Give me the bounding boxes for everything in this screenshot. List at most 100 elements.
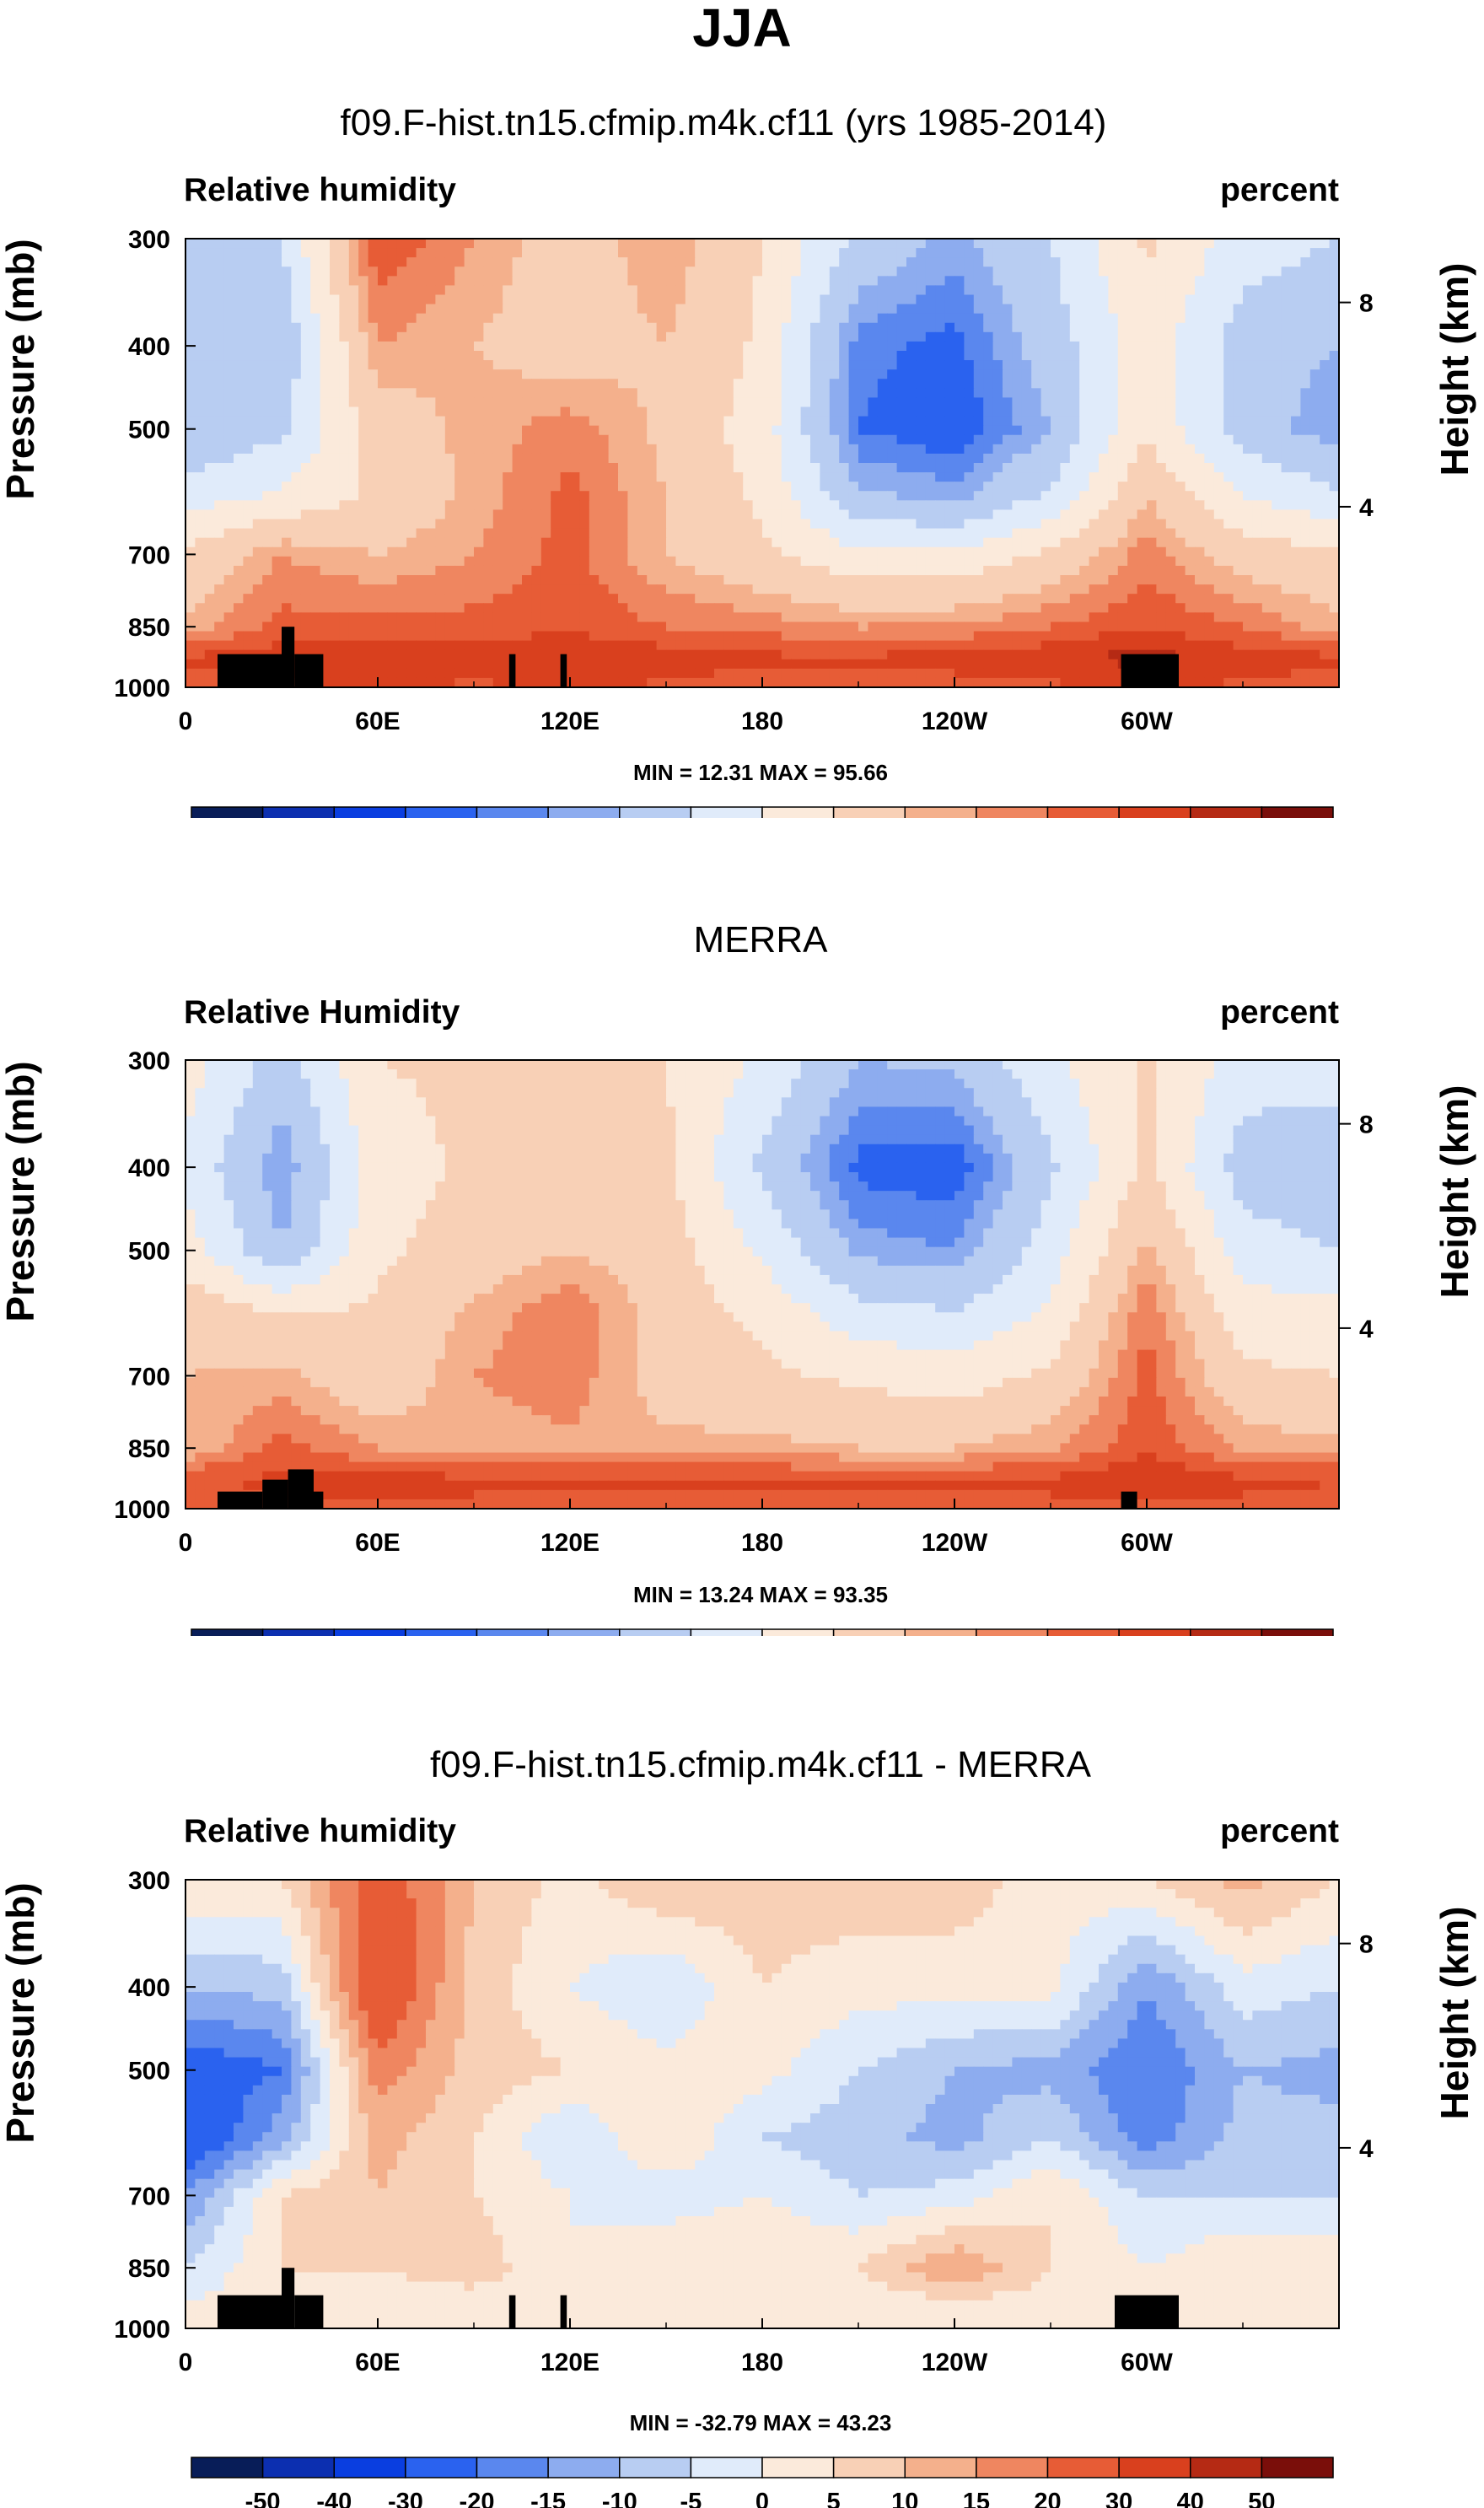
- colorbar-swatch: [333, 1628, 406, 1636]
- colorbar-swatch: [1261, 1628, 1334, 1636]
- colorbar-swatch: [1118, 806, 1191, 818]
- colorbar-swatch: [1118, 2457, 1191, 2478]
- colorbar-swatch: [832, 1628, 906, 1636]
- y-tick-label: 500: [128, 2058, 170, 2086]
- colorbar-swatch: [976, 1628, 1049, 1636]
- colorbar-swatch: [191, 806, 264, 818]
- y-tick-label: 850: [128, 2255, 170, 2283]
- x-tick-label: 120E: [540, 708, 600, 735]
- field-label: Relative Humidity: [184, 994, 460, 1031]
- y-tick-label: 1000: [114, 1496, 170, 1524]
- colorbar-swatch: [690, 2457, 763, 2478]
- y-tick-label: 700: [128, 2182, 170, 2210]
- colorbar-label: -50: [245, 2489, 281, 2508]
- x-tick-label: 180: [741, 708, 783, 735]
- y-axis-title: Pressure (mb): [0, 239, 42, 499]
- terrain-mask: [218, 2295, 282, 2328]
- colorbar: -50 -40 -30 -20 -15 -10 -5 0 5 10 15 20 30 40 50: [191, 2457, 1334, 2508]
- y2-tick-label: 4: [1359, 2135, 1374, 2163]
- colorbar-swatch: [1261, 2457, 1334, 2478]
- x-tick-label: 120W: [922, 1529, 988, 1557]
- colorbar-swatch: [832, 2457, 906, 2478]
- colorbar-swatch: [476, 2457, 549, 2478]
- y-tick-label: 850: [128, 1435, 170, 1463]
- colorbar-swatch: [1118, 1628, 1191, 1636]
- plot-area: 300 400 500 700 850 1000 8 4 0 60E 120E 180 120W 60W: [114, 1867, 1374, 2376]
- colorbar-swatch: [761, 806, 835, 818]
- y-tick-label: 300: [128, 1867, 170, 1895]
- contour-field: [186, 1060, 1340, 1510]
- terrain-mask: [1121, 1491, 1137, 1509]
- colorbar-swatch: [261, 1628, 336, 1636]
- y-tick-label: 300: [128, 226, 170, 254]
- y2-axis-title: Height (km): [1433, 1907, 1476, 2120]
- terrain-mask: [508, 654, 516, 687]
- x-tick-label: 60E: [355, 2349, 400, 2376]
- colorbar-swatch: [476, 1628, 549, 1636]
- colorbar-swatch: [1261, 806, 1334, 818]
- y-tick-label: 1000: [114, 675, 170, 702]
- y-axis-title: Pressure (mb): [0, 1882, 42, 2143]
- colorbar-swatch: [547, 1628, 621, 1636]
- colorbar-label: 5: [827, 2489, 841, 2508]
- y-tick-label: 700: [128, 541, 170, 569]
- colorbar-swatch: [1190, 806, 1263, 818]
- colorbar-swatch: [547, 2457, 621, 2478]
- figure-title: JJA: [692, 0, 792, 58]
- y-tick-label: 500: [128, 1238, 170, 1266]
- colorbar-label: 15: [963, 2489, 990, 2508]
- colorbar-label: 20: [1034, 2489, 1061, 2508]
- x-tick-label: 120E: [540, 1529, 600, 1557]
- units-label: percent: [1220, 1813, 1339, 1849]
- colorbar-swatch: [333, 2457, 406, 2478]
- y2-axis-title: Height (km): [1433, 263, 1476, 476]
- colorbar: 515254060758595: [191, 1628, 1334, 1636]
- colorbar-swatch: [690, 806, 763, 818]
- panel-model: f09.F-hist.tn15.cfmip.m4k.cf11 (yrs 1985…: [0, 102, 1476, 818]
- colorbar-label: 50: [1248, 2489, 1275, 2508]
- min-max-stats: MIN = 12.31 MAX = 95.66: [633, 760, 888, 785]
- colorbar-swatch: [405, 2457, 478, 2478]
- y2-tick-label: 8: [1359, 1931, 1374, 1959]
- x-tick-label: 0: [179, 1529, 193, 1557]
- colorbar-label: 30: [1105, 2489, 1132, 2508]
- field-label: Relative humidity: [184, 172, 456, 208]
- terrain-mask: [508, 2295, 516, 2328]
- colorbar-swatch: [1046, 2457, 1120, 2478]
- colorbar: 515254060758595: [191, 806, 1334, 818]
- panel-title: MERRA: [694, 919, 829, 961]
- colorbar-swatch: [976, 2457, 1049, 2478]
- x-tick-label: 60W: [1121, 708, 1173, 735]
- colorbar-swatch: [191, 1628, 264, 1636]
- units-label: percent: [1220, 172, 1339, 208]
- terrain-mask: [294, 2295, 324, 2328]
- terrain-mask: [314, 1491, 324, 1509]
- colorbar-swatch: [547, 806, 621, 818]
- terrain-mask: [218, 654, 282, 687]
- min-max-stats: MIN = -32.79 MAX = 43.23: [630, 2410, 892, 2435]
- terrain-mask: [1121, 654, 1179, 687]
- terrain-mask: [560, 654, 567, 687]
- y-tick-label: 400: [128, 333, 170, 361]
- colorbar-swatch: [619, 1628, 692, 1636]
- terrain-mask: [288, 1469, 314, 1509]
- colorbar-label: -10: [602, 2489, 637, 2508]
- colorbar-label: 0: [755, 2489, 769, 2508]
- y2-tick-label: 4: [1359, 1316, 1374, 1343]
- x-tick-label: 120W: [922, 2349, 988, 2376]
- colorbar-swatch: [405, 806, 478, 818]
- colorbar-swatch: [333, 806, 406, 818]
- contour-field: [186, 1880, 1340, 2329]
- x-tick-label: 120E: [540, 2349, 600, 2376]
- colorbar-label: -15: [530, 2489, 566, 2508]
- colorbar-swatch: [761, 2457, 835, 2478]
- panel-difference: f09.F-hist.tn15.cfmip.m4k.cf11 - MERRA R…: [0, 1744, 1476, 2508]
- x-tick-label: 180: [741, 2349, 783, 2376]
- x-tick-label: 60W: [1121, 2349, 1173, 2376]
- x-tick-label: 60E: [355, 708, 400, 735]
- panel-title: f09.F-hist.tn15.cfmip.m4k.cf11 (yrs 1985…: [341, 102, 1107, 143]
- colorbar-swatch: [191, 2457, 264, 2478]
- colorbar-swatch: [405, 1628, 478, 1636]
- colorbar-swatch: [619, 2457, 692, 2478]
- terrain-mask: [218, 1491, 263, 1509]
